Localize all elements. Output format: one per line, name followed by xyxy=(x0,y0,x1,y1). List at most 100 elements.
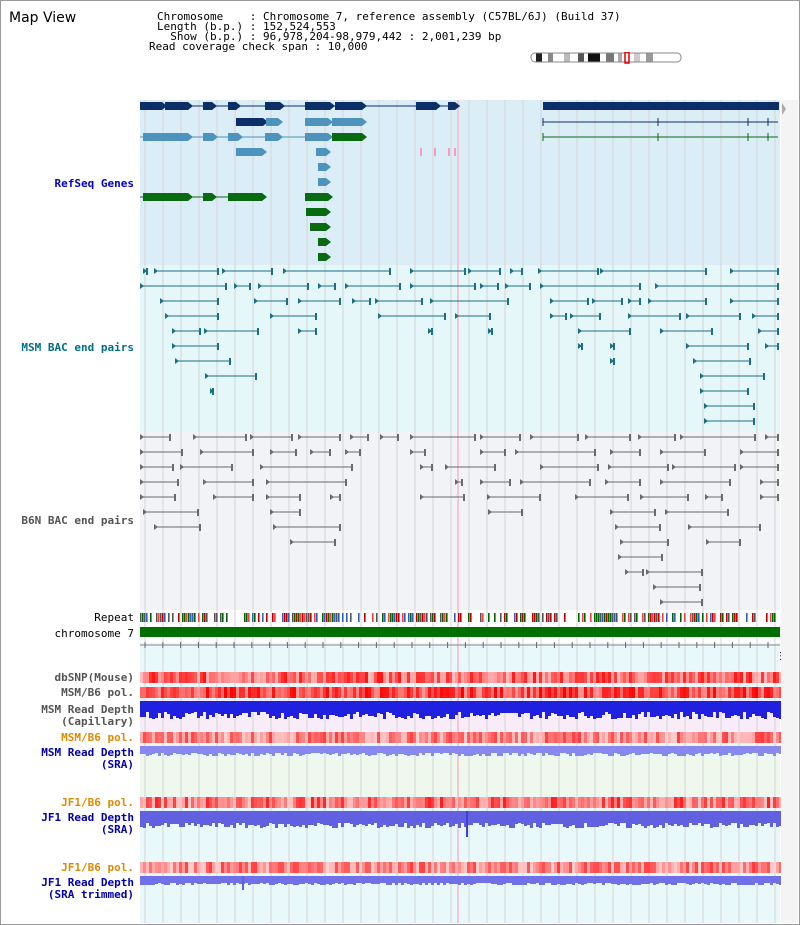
track-label-b6n-bac[interactable]: B6N BAC end pairs xyxy=(21,514,134,527)
depth-bar xyxy=(290,811,293,826)
depth-bar xyxy=(677,701,680,719)
heat-cell xyxy=(500,862,503,873)
bac-end xyxy=(143,268,147,274)
bac-end xyxy=(734,464,736,471)
heat-cell xyxy=(641,732,644,743)
depth-bar xyxy=(317,811,320,823)
repeat-mark xyxy=(770,613,772,622)
bac-end xyxy=(165,313,169,319)
gene-arrow xyxy=(436,102,441,110)
heat-cell xyxy=(524,862,527,873)
track-label-msm-depth-capillary[interactable]: MSM Read Depth xyxy=(41,703,134,716)
track-label-repeat[interactable]: Repeat xyxy=(94,611,134,624)
heat-cell xyxy=(395,862,398,873)
bac-end xyxy=(140,434,144,440)
depth-bar xyxy=(749,701,752,717)
track-label-jf1-depth-sra[interactable]: JF1 Read Depth xyxy=(41,811,134,824)
depth-bar xyxy=(512,746,515,753)
heat-cell xyxy=(515,687,518,698)
depth-bar xyxy=(260,876,263,883)
gene-feature xyxy=(316,148,326,156)
depth-bar xyxy=(773,701,776,717)
depth-bar xyxy=(590,876,593,883)
bac-end xyxy=(345,283,349,289)
bac-end xyxy=(711,328,713,335)
depth-bar xyxy=(503,876,506,884)
depth-bar xyxy=(671,746,674,753)
heat-cell xyxy=(686,862,689,873)
heat-cell xyxy=(338,862,341,873)
pink-feature xyxy=(434,148,436,156)
heat-cell xyxy=(302,862,305,873)
heat-cell xyxy=(317,672,320,683)
bac-end xyxy=(399,283,401,290)
heat-cell xyxy=(149,797,152,808)
depth-bar xyxy=(620,701,623,718)
heat-cell xyxy=(386,672,389,683)
heat-cell xyxy=(632,732,635,743)
track-label-msm-bac[interactable]: MSM BAC end pairs xyxy=(21,341,134,354)
bac-end xyxy=(339,494,341,501)
heat-cell xyxy=(623,687,626,698)
track-label-jf1-depth-trimmed[interactable]: JF1 Read Depth xyxy=(41,876,134,889)
heat-cell xyxy=(581,672,584,683)
repeat-mark xyxy=(722,613,724,622)
track-label-chromosome[interactable]: chromosome 7 xyxy=(54,627,134,640)
heat-cell xyxy=(329,797,332,808)
heat-cell xyxy=(182,862,185,873)
heat-cell xyxy=(644,862,647,873)
track-label-msm-b6-pol-1[interactable]: MSM/B6 pol. xyxy=(61,686,134,699)
bac-end xyxy=(380,434,384,440)
depth-bar xyxy=(593,701,596,719)
depth-bar xyxy=(350,876,353,884)
heat-cell xyxy=(503,732,506,743)
depth-bar xyxy=(323,876,326,885)
heat-cell xyxy=(413,672,416,683)
depth-bar xyxy=(203,746,206,755)
heat-cell xyxy=(482,862,485,873)
depth-bar xyxy=(695,701,698,714)
track-label-msm-b6-pol-2[interactable]: MSM/B6 pol. xyxy=(61,731,134,744)
heat-cell xyxy=(539,672,542,683)
heat-cell xyxy=(179,672,182,683)
depth-bar xyxy=(473,876,476,884)
bac-end xyxy=(410,449,414,455)
heat-cell xyxy=(707,797,710,808)
depth-bar xyxy=(233,876,236,885)
track-label-jf1-pol-2[interactable]: JF1/B6 pol. xyxy=(61,861,134,874)
depth-bar xyxy=(485,876,488,883)
repeat-mark xyxy=(522,613,524,622)
heat-cell xyxy=(455,797,458,808)
heat-cell xyxy=(533,732,536,743)
bac-end xyxy=(538,268,542,274)
depth-bar xyxy=(203,876,206,883)
heat-cell xyxy=(689,687,692,698)
heat-cell xyxy=(662,687,665,698)
gene-arrow xyxy=(362,118,367,126)
heat-cell xyxy=(479,672,482,683)
depth-bar xyxy=(653,876,656,885)
repeat-mark xyxy=(658,613,660,622)
bac-end xyxy=(777,449,779,456)
heat-cell xyxy=(698,797,701,808)
heat-cell xyxy=(398,732,401,743)
depth-bar xyxy=(500,701,503,713)
heat-cell xyxy=(416,797,419,808)
bac-end xyxy=(299,494,301,501)
heat-cell xyxy=(488,797,491,808)
heat-cell xyxy=(146,732,149,743)
bac-end xyxy=(352,298,356,304)
track-label-dbsnp[interactable]: dbSNP(Mouse) xyxy=(54,671,134,684)
depth-bar xyxy=(635,876,638,885)
track-label-jf1-pol-1[interactable]: JF1/B6 pol. xyxy=(61,796,134,809)
heat-cell xyxy=(563,732,566,743)
heat-cell xyxy=(461,672,464,683)
heat-cell xyxy=(572,687,575,698)
bac-end xyxy=(499,268,501,275)
depth-bar xyxy=(479,701,482,716)
track-label-refseq[interactable]: RefSeq Genes xyxy=(54,177,134,190)
chromosome-ideogram[interactable] xyxy=(526,52,686,64)
track-label-msm-depth-sra[interactable]: MSM Read Depth xyxy=(41,746,134,759)
bac-end xyxy=(480,479,484,485)
